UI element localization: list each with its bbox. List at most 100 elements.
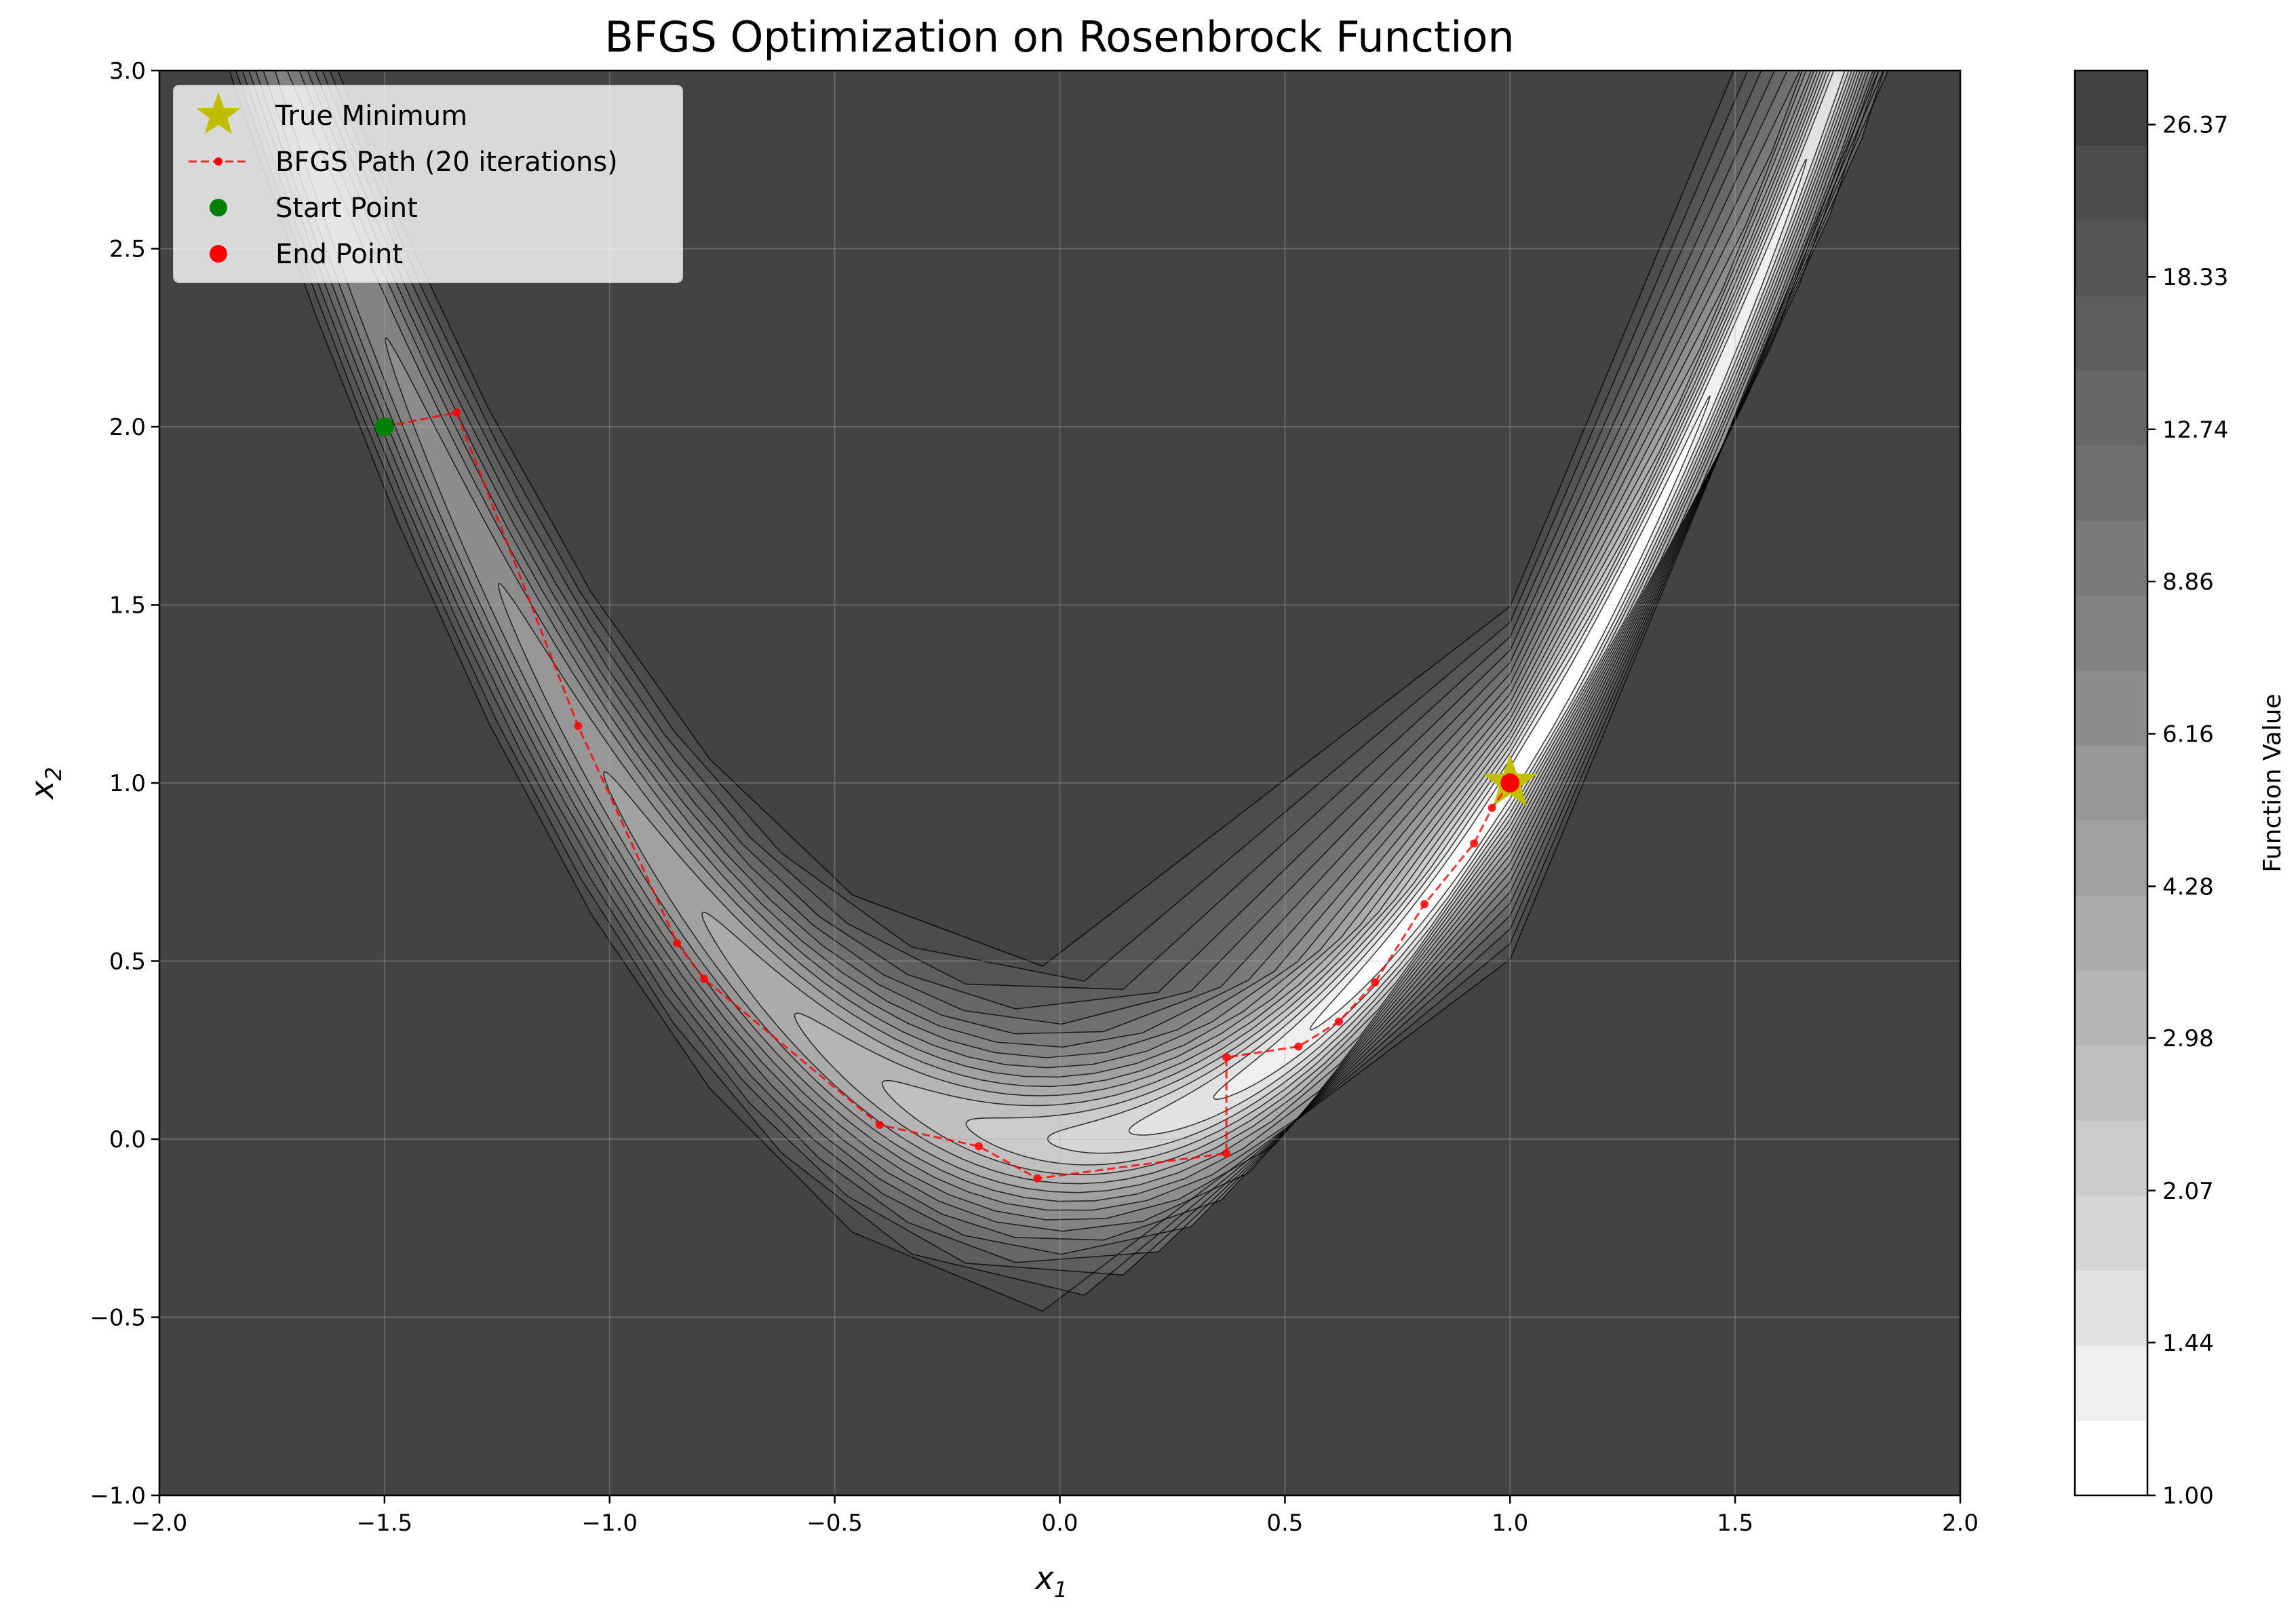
legend-star-icon [196,92,241,134]
colorbar-band [2075,1045,2147,1121]
colorbar-band [2075,820,2147,896]
x-tick-label: −0.5 [806,1510,863,1537]
bfgs-path-point [876,1121,884,1129]
y-tick-label: 3.0 [109,58,146,85]
colorbar-band [2075,221,2147,296]
colorbar-band [2075,445,2147,521]
contour-lines [229,71,1889,1312]
x-tick-label: 1.0 [1492,1510,1528,1537]
contour-line [235,71,1884,1296]
contour-line [229,71,1880,1312]
colorbar-band [2075,595,2147,671]
contour-line [1128,71,1846,1136]
contour-band [248,71,1884,1263]
colorbar-tick-label: 4.28 [2162,873,2214,900]
bfgs-path-point [975,1142,984,1151]
legend: True Minimum BFGS Path (20 iterations) Sta… [173,85,683,283]
bfgs-path-point [1470,839,1479,848]
bfgs-path-point [673,939,682,948]
contour-line [603,71,1864,1202]
contour-line [701,71,1861,1193]
x-axis-title: x1 [1034,1560,1068,1603]
x-tick-label: −2.0 [132,1510,188,1537]
contour-band [263,71,1875,1240]
contour-line [384,71,1870,1221]
legend-end-icon [210,245,227,263]
legend-frame [173,85,683,283]
legend-path-point-icon [214,157,222,166]
contour-line [255,71,1880,1255]
colorbar-tick-label: 8.86 [2162,569,2214,596]
bfgs-path-point [1294,1042,1303,1051]
y-tick-label: −0.5 [90,1305,146,1332]
colorbar-band [2075,1270,2147,1346]
contour-line [241,71,1889,1276]
colorbar-ticks: 1.00 1.44 2.07 2.98 4.28 6.16 8.86 12.74 18.33 26… [2147,112,2228,1510]
colorbar: 1.00 1.44 2.07 2.98 4.28 6.16 8.86 12.74 18.33 26… [2074,69,2287,1510]
x-axis-ticks: −2.0 −1.5 −1.0 −0.5 0.0 0.5 1.0 1.5 2.0 [132,1495,1979,1537]
colorbar-tick-label: 26.37 [2162,112,2228,139]
y-tick-label: −1.0 [90,1482,146,1510]
chart-title: BFGS Optimization on Rosenbrock Function [604,12,1514,62]
colorbar-tick-label: 12.74 [2162,417,2228,444]
bfgs-path-point [1335,1017,1344,1026]
contour-line [262,71,1876,1241]
legend-label-true-minimum: True Minimum [275,100,467,132]
colorbar-band [2075,1420,2147,1496]
bfgs-path-line [384,411,1511,1180]
colorbar-band [2075,71,2147,147]
x-tick-label: 1.5 [1717,1510,1753,1537]
y-tick-label: 1.5 [109,592,146,619]
bfgs-path-point [1371,978,1380,987]
bfgs-path-point [574,722,583,730]
colorbar-tick-label: 2.98 [2162,1025,2214,1052]
legend-start-icon [210,199,227,216]
colorbar-frame [2074,69,2149,1497]
colorbar-tick-label: 2.07 [2162,1178,2214,1205]
colorbar-tick-label: 1.00 [2162,1482,2214,1510]
legend-label-bfgs-path: BFGS Path (20 iterations) [275,147,618,178]
bfgs-path-point [1033,1174,1042,1183]
x-tick-label: 2.0 [1942,1510,1979,1537]
contour-line [248,71,1885,1263]
bfgs-path-point [1222,1053,1231,1062]
x-tick-label: −1.0 [581,1510,638,1537]
colorbar-band [2075,745,2147,821]
y-axis-title: x2 [24,767,66,801]
contour-band [794,71,1858,1184]
contour-line [497,71,1867,1211]
colorbar-tick-label: 18.33 [2162,264,2228,291]
colorbar-tick-label: 1.44 [2162,1330,2214,1357]
colorbar-band [2075,1120,2147,1196]
colorbar-label: Function Value [2259,693,2287,872]
colorbar-band [2075,1345,2147,1421]
bfgs-path-point [1487,803,1496,812]
bfgs-path-point [1222,1149,1231,1157]
colorbar-bands [2075,71,2147,1496]
contour-line [1047,71,1850,1154]
contour-line [794,71,1859,1185]
colorbar-band [2075,520,2147,596]
contour-band [242,71,1888,1276]
x-tick-label: −1.5 [357,1510,413,1537]
bfgs-path-point [452,408,461,417]
colorbar-band [2075,670,2147,746]
end-point-marker [1500,773,1520,792]
colorbar-band [2075,1195,2147,1271]
y-tick-label: 1.0 [109,770,146,797]
plot-area: −2.0 −1.5 −1.0 −0.5 0.0 0.5 1.0 1.5 2.0 −1.0 −0.5… [90,58,1979,1537]
y-tick-label: 0.5 [109,949,146,976]
colorbar-band [2075,895,2147,971]
y-tick-label: 2.5 [109,236,146,263]
legend-label-end-point: End Point [275,239,403,270]
start-point-marker [374,417,394,436]
bfgs-path-point [1420,900,1429,908]
bfgs-path-point [700,974,709,983]
series-layer [374,408,1538,1183]
contour-line [881,71,1856,1176]
x-tick-label: 0.5 [1266,1510,1303,1537]
colorbar-band [2075,970,2147,1046]
colorbar-band [2075,295,2147,371]
colorbar-band [2075,370,2147,446]
